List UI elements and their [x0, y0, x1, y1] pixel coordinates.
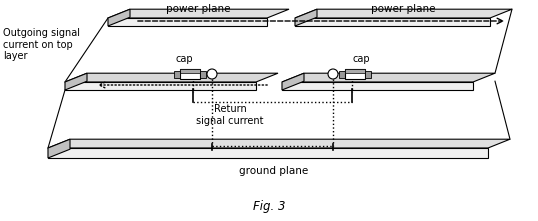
Polygon shape [295, 9, 512, 18]
Text: power plane: power plane [371, 4, 436, 14]
Polygon shape [108, 9, 289, 18]
Polygon shape [48, 139, 510, 148]
Bar [180, 69, 200, 73]
Polygon shape [282, 73, 304, 90]
Text: cap: cap [175, 54, 193, 64]
Bar [200, 70, 206, 78]
Text: ground plane: ground plane [239, 166, 308, 176]
Bar [339, 70, 345, 78]
Polygon shape [282, 82, 473, 90]
Bar [174, 70, 180, 78]
Text: cap: cap [352, 54, 370, 64]
Polygon shape [295, 9, 317, 26]
Polygon shape [108, 9, 130, 26]
Bar [180, 69, 200, 79]
Polygon shape [108, 18, 267, 26]
Text: Fig. 3: Fig. 3 [253, 200, 285, 213]
Polygon shape [65, 82, 256, 90]
Bar [345, 69, 365, 79]
Polygon shape [65, 73, 87, 90]
Polygon shape [65, 73, 278, 82]
Bar [365, 70, 371, 78]
Polygon shape [295, 18, 490, 26]
Circle shape [207, 69, 217, 79]
Text: power plane: power plane [166, 4, 231, 14]
Polygon shape [48, 148, 488, 158]
Polygon shape [282, 73, 495, 82]
Text: Outgoing signal
current on top
layer: Outgoing signal current on top layer [3, 28, 80, 61]
Circle shape [328, 69, 338, 79]
Bar [345, 69, 365, 73]
Text: Return
signal current: Return signal current [196, 104, 264, 126]
Polygon shape [48, 139, 70, 158]
